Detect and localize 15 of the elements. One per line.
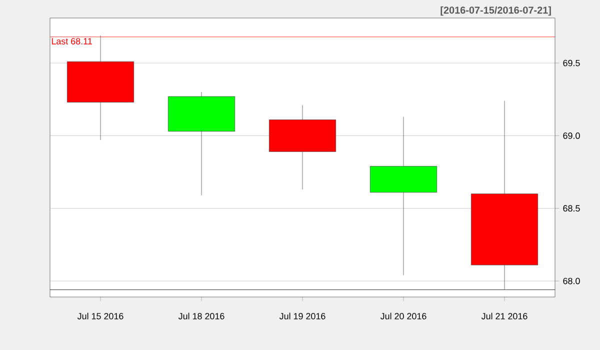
x-tick-label: Jul 20 2016 — [380, 312, 426, 320]
candlestick — [168, 92, 236, 196]
y-tick-label: 68.5 — [563, 205, 580, 212]
x-tick-label: Jul 19 2016 — [279, 312, 326, 320]
candlestick — [370, 116, 438, 276]
ref-line-label: Last 68.11 — [52, 38, 92, 44]
y-tick-label: 69.0 — [563, 132, 580, 139]
y-tick-label: 68.0 — [563, 278, 580, 284]
x-tick-label: Jul 21 2016 — [481, 312, 528, 320]
candlestick — [268, 104, 336, 190]
x-tick-label: Jul 18 2016 — [178, 312, 224, 320]
x-tick-label: Jul 15 2016 — [77, 312, 124, 320]
candlestick — [470, 100, 538, 290]
chart-subtitle: [2016-07-15/2016-07-21] — [440, 6, 551, 16]
y-tick-label: 69.5 — [563, 60, 580, 66]
